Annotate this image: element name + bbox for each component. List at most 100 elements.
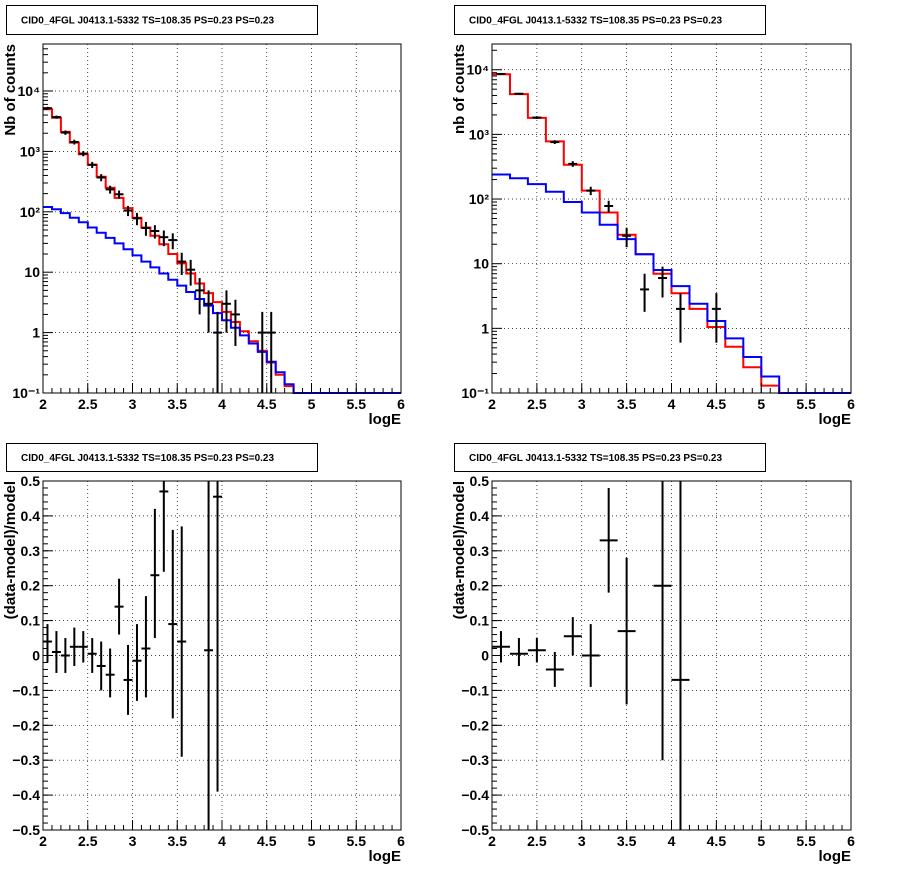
x-tick-label: 2	[39, 833, 47, 849]
data-point	[159, 481, 169, 572]
chart-title: CID0_4FGL J0413.1-5332 TS=108.35 PS=0.23…	[21, 16, 274, 27]
x-tick-label: 5	[308, 833, 316, 849]
title-box	[6, 5, 318, 35]
data-point	[60, 130, 70, 135]
data-point	[168, 529, 178, 719]
data-point	[204, 290, 214, 333]
y-tick-label: 0.2	[470, 578, 490, 594]
x-tick-label: 3.5	[168, 396, 188, 412]
x-tick-label: 4.5	[257, 833, 277, 849]
y-tick-label: 10	[24, 264, 40, 280]
y-axis-title: Nb of counts	[2, 44, 19, 136]
x-tick-label: 3	[578, 396, 586, 412]
data-points	[492, 481, 690, 830]
data-point	[132, 212, 142, 226]
data-point	[132, 624, 142, 701]
x-tick-label: 2	[39, 396, 47, 412]
component-model-line	[492, 173, 851, 394]
x-tick-label: 2.5	[527, 396, 547, 412]
y-tick-label: 10	[473, 256, 489, 272]
data-point	[527, 638, 546, 663]
x-tick-label: 5	[757, 833, 765, 849]
title-box	[454, 443, 766, 472]
data-point	[599, 487, 618, 593]
data-point	[213, 311, 222, 393]
y-tick-label: 0.1	[470, 613, 490, 629]
x-tick-label: 4.5	[707, 396, 727, 412]
x-tick-label: 6	[397, 396, 405, 412]
data-point	[78, 631, 88, 663]
y-tick-label: 0.1	[21, 613, 41, 629]
x-tick-label: 6	[847, 833, 855, 849]
data-point	[213, 481, 222, 792]
data-point	[105, 185, 115, 194]
y-tick-label: −0.3	[461, 752, 489, 768]
data-point	[586, 186, 596, 196]
x-tick-label: 3	[129, 396, 137, 412]
y-tick-label: −0.5	[12, 822, 40, 838]
data-point	[168, 233, 178, 250]
data-point	[204, 481, 214, 830]
y-axis-title: (data-model)/model	[2, 481, 19, 619]
data-point	[266, 311, 276, 393]
x-tick-label: 4	[218, 396, 226, 412]
y-tick-label: 0.3	[21, 543, 41, 559]
y-tick-label: 0	[481, 648, 489, 664]
data-point	[177, 526, 187, 757]
title-box	[454, 5, 766, 35]
data-point	[671, 481, 690, 830]
y-tick-label: −0.1	[12, 682, 40, 698]
data-point	[51, 631, 61, 673]
x-tick-label: 2.5	[527, 833, 547, 849]
x-tick-label: 3	[129, 833, 137, 849]
data-points	[496, 72, 721, 343]
data-point	[96, 174, 106, 182]
data-point	[532, 116, 542, 119]
x-tick-label: 6	[397, 833, 405, 849]
chart-title: CID0_4FGL J0413.1-5332 TS=108.35 PS=0.23…	[469, 453, 722, 464]
y-tick-label: −0.5	[461, 822, 489, 838]
data-point	[581, 624, 600, 687]
y-tick-label: −0.1	[461, 682, 489, 698]
data-point	[711, 293, 721, 343]
data-point	[87, 638, 97, 673]
data-point	[150, 225, 160, 239]
data-point	[186, 259, 196, 286]
data-point	[87, 161, 97, 169]
data-point	[96, 641, 106, 691]
data-point	[123, 645, 133, 715]
data-point	[550, 140, 560, 144]
data-point	[653, 481, 672, 761]
data-point	[123, 205, 133, 217]
data-point	[141, 596, 151, 698]
y-tick-label: 10⁴	[467, 62, 490, 78]
y-tick-label: 10⁻¹	[12, 385, 40, 401]
data-point	[222, 290, 231, 333]
chart-title: CID0_4FGL J0413.1-5332 TS=108.35 PS=0.23…	[21, 453, 274, 464]
y-tick-label: 0.5	[21, 473, 41, 489]
y-tick-label: 10³	[469, 126, 490, 142]
panel-top-left: 2 2.5 3 3.5 4 4.5 5 5.5 6 10⁻¹ 1 10 10² 10³ 10⁴ logE Nb …	[2, 5, 405, 428]
x-tick-label: 5.5	[347, 396, 367, 412]
data-point	[622, 227, 632, 248]
y-tick-label: −0.4	[12, 787, 40, 803]
panel-bottom-left: 2 2.5 3 3.5 4 4.5 5 5.5 6 −0.5 −0.4 −0.3 −0.2 −0.1 0 0.…	[2, 443, 405, 865]
data-point	[177, 252, 187, 275]
y-tick-label: 10⁴	[18, 83, 41, 99]
x-tick-label: 6	[847, 396, 855, 412]
data-point	[60, 638, 70, 673]
x-tick-label: 5	[308, 396, 316, 412]
data-point	[114, 578, 124, 635]
y-tick-label: 0.3	[470, 543, 490, 559]
y-axis-title: nb of counts	[451, 44, 468, 134]
data-point	[658, 266, 668, 298]
data-point	[78, 151, 88, 157]
data-point	[509, 638, 528, 666]
data-point	[150, 508, 160, 639]
x-axis-title: logE	[369, 848, 402, 865]
y-tick-label: 10³	[20, 143, 41, 159]
chart-title: CID0_4FGL J0413.1-5332 TS=108.35 PS=0.23…	[469, 16, 722, 27]
panel-top-right: 2 2.5 3 3.5 4 4.5 5 5.5 6 10⁻¹ 1 10 10² 10³ 10⁴ logE nb …	[451, 5, 855, 428]
